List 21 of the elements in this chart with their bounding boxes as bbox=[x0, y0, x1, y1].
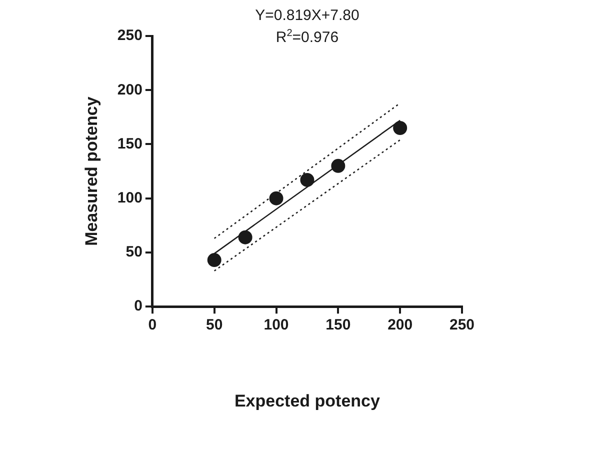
y-tick-label: 0 bbox=[134, 298, 142, 315]
x-tick-label: 50 bbox=[206, 316, 223, 334]
x-tick-label: 0 bbox=[148, 316, 157, 334]
x-axis-title: Expected potency bbox=[234, 391, 380, 410]
point bbox=[331, 158, 346, 173]
point bbox=[300, 172, 314, 187]
y-tick-label: 50 bbox=[126, 244, 142, 261]
point bbox=[269, 191, 284, 206]
text: Y=0.819X+7.80 bbox=[255, 7, 360, 24]
point bbox=[238, 230, 252, 244]
x-tick-label: 250 bbox=[449, 316, 475, 334]
y-tick-label: 150 bbox=[117, 135, 142, 152]
y-axis-title: Measured potency bbox=[82, 96, 101, 246]
y-tick-label: 250 bbox=[117, 27, 142, 44]
point bbox=[393, 121, 408, 136]
x-tick-label: 100 bbox=[264, 316, 289, 334]
y-tick-label: 200 bbox=[117, 81, 142, 98]
x-tick-label: 150 bbox=[326, 316, 351, 334]
point bbox=[207, 253, 222, 268]
x-tick-label: 200 bbox=[388, 316, 413, 334]
y-tick-label: 100 bbox=[117, 190, 142, 206]
